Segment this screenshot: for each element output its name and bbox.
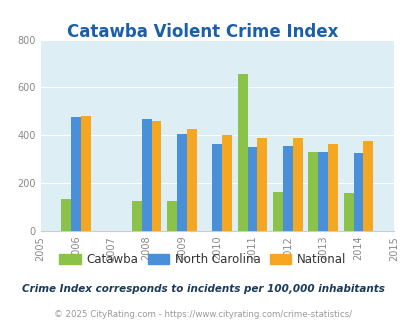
Bar (282, 146, 292, 231)
Bar (61, 199, 71, 231)
Text: Crime Index corresponds to incidents per 100,000 inhabitants: Crime Index corresponds to incidents per… (21, 284, 384, 294)
Bar (177, 134, 186, 231)
Bar (327, 144, 337, 231)
Bar (81, 116, 91, 231)
Bar (166, 201, 177, 231)
Text: Catawba Violent Crime Index: Catawba Violent Crime Index (67, 23, 338, 41)
Bar (141, 118, 151, 231)
Bar (257, 138, 267, 231)
Bar (247, 147, 257, 231)
Bar (186, 129, 196, 231)
Bar (272, 191, 282, 231)
Bar (343, 193, 353, 231)
Bar (307, 152, 318, 231)
Bar (318, 152, 327, 231)
Bar (151, 121, 161, 231)
Bar (71, 117, 81, 231)
Bar (362, 141, 373, 231)
Bar (292, 138, 302, 231)
Bar (222, 135, 232, 231)
Bar (237, 74, 247, 231)
Bar (212, 144, 222, 231)
Legend: Catawba, North Carolina, National: Catawba, North Carolina, National (54, 248, 351, 271)
Bar (131, 201, 141, 231)
Text: © 2025 CityRating.com - https://www.cityrating.com/crime-statistics/: © 2025 CityRating.com - https://www.city… (54, 311, 351, 319)
Bar (353, 153, 362, 231)
